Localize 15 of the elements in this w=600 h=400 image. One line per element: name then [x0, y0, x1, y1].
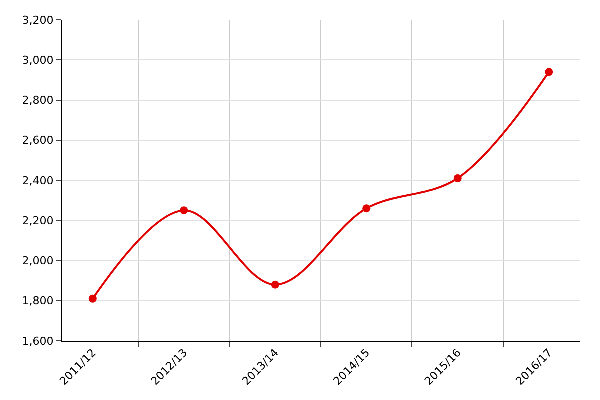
y-tick-label: 3,200 [22, 14, 54, 27]
y-tick-label: 2,800 [22, 94, 54, 108]
y-tick-label: 2,400 [22, 174, 54, 188]
point [271, 280, 280, 289]
y-tick-label: 2,000 [22, 254, 54, 268]
y-tick-label: 1,800 [22, 294, 54, 308]
y-tick-label: 2,600 [22, 134, 54, 148]
point [362, 204, 371, 213]
y-tick-label: 3,000 [22, 54, 54, 67]
y-tick-label: 2,200 [22, 214, 54, 228]
point [545, 68, 554, 76]
point [180, 206, 188, 215]
point [88, 294, 97, 303]
point [454, 174, 462, 182]
y-tick-label: 1,600 [22, 334, 54, 348]
